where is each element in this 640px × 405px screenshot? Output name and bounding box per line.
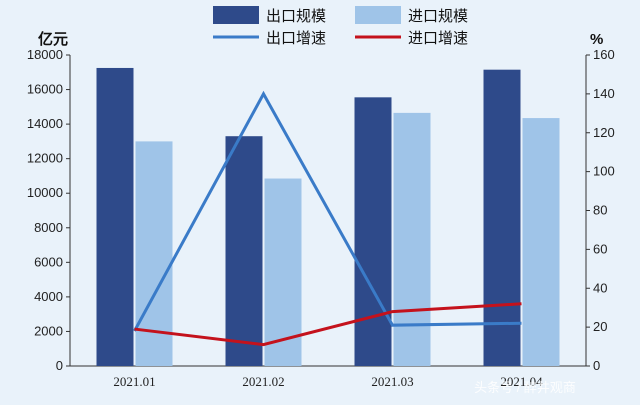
left-tick-label: 2000 <box>34 323 63 338</box>
x-axis-ticks: 2021.01 2021.02 2021.03 2021.04 <box>113 374 543 389</box>
right-tick-label: 40 <box>593 280 607 295</box>
bar-export-scale <box>483 69 521 367</box>
legend: 出口规模 进口规模 出口增速 进口增速 <box>213 6 468 47</box>
left-tick-label: 10000 <box>27 185 63 200</box>
left-tick-label: 8000 <box>34 220 63 235</box>
x-tick-label: 2021.03 <box>371 374 413 389</box>
right-tick-label: 60 <box>593 241 607 256</box>
x-tick-label: 2021.02 <box>242 374 284 389</box>
bar-export-scale <box>225 136 263 366</box>
right-axis-unit: % <box>590 31 603 48</box>
bar-import-scale <box>393 112 431 366</box>
bar-export-scale <box>96 67 134 366</box>
line-series <box>133 90 522 347</box>
left-tick-label: 12000 <box>27 151 63 166</box>
bar-import-scale <box>264 178 302 366</box>
right-tick-label: 160 <box>593 47 615 62</box>
left-axis-unit: 亿元 <box>38 30 68 48</box>
legend-label-export-growth: 出口增速 <box>266 30 326 47</box>
legend-label-export-scale: 出口规模 <box>266 8 326 25</box>
x-tick-label: 2021.04 <box>500 374 543 389</box>
right-tick-label: 120 <box>593 125 615 140</box>
right-tick-label: 0 <box>593 358 600 373</box>
right-axis-ticks: 0 20 40 60 80 100 120 140 160 <box>586 47 615 373</box>
left-tick-label: 14000 <box>27 116 63 131</box>
line-export-growth <box>133 90 522 332</box>
left-tick-label: 16000 <box>27 82 63 97</box>
right-tick-label: 80 <box>593 203 607 218</box>
legend-label-import-scale: 进口规模 <box>408 8 468 25</box>
left-tick-label: 6000 <box>34 254 63 269</box>
legend-label-import-growth: 进口增速 <box>408 30 468 47</box>
bar-export-scale <box>354 97 392 366</box>
right-tick-label: 140 <box>593 86 615 101</box>
right-tick-label: 100 <box>593 164 615 179</box>
legend-swatch-import-scale <box>355 6 401 24</box>
right-tick-label: 20 <box>593 319 607 334</box>
watermark: 头条号 / 醉井观商 <box>474 380 576 395</box>
left-tick-label: 18000 <box>27 47 63 62</box>
bar-import-scale <box>522 118 560 366</box>
left-axis-ticks: 0 2000 4000 6000 8000 10000 12000 14000 16000 180… <box>27 47 70 373</box>
line-import-growth <box>134 302 522 347</box>
legend-swatch-export-scale <box>213 6 259 24</box>
left-tick-label: 4000 <box>34 289 63 304</box>
x-tick-label: 2021.01 <box>113 374 155 389</box>
left-tick-label: 0 <box>56 358 63 373</box>
